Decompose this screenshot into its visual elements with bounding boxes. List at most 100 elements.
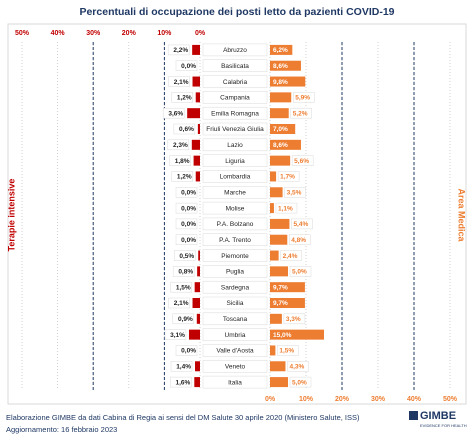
value-label: 1,7% <box>280 174 295 181</box>
category-label: Valle d'Aosta <box>216 348 254 355</box>
bar <box>270 218 290 229</box>
category-label: Molise <box>226 205 245 212</box>
update-note: Aggiornamento: 16 febbraio 2023 <box>6 425 117 434</box>
value-label: 2,1% <box>174 79 189 86</box>
bar <box>195 171 200 182</box>
x-tick-label: 0% <box>265 396 276 403</box>
value-label-box <box>171 171 193 182</box>
category-label: Umbria <box>225 332 246 339</box>
value-label: 9,7% <box>273 300 288 307</box>
bar <box>270 108 289 119</box>
value-label: 5,0% <box>292 269 307 276</box>
value-label-box <box>164 329 187 340</box>
bar <box>196 313 200 324</box>
value-label: 6,2% <box>273 47 288 54</box>
category-label: P.A. Trento <box>219 237 251 244</box>
value-label-box <box>289 376 312 388</box>
left-axis-title: Terapie intensive <box>6 179 16 252</box>
value-label-box <box>292 92 315 103</box>
value-label: 4,8% <box>291 237 306 244</box>
category-box <box>202 106 268 120</box>
category-label: Puglia <box>226 269 244 276</box>
value-label-box <box>170 376 192 388</box>
value-label-box <box>168 76 190 87</box>
category-label: Abruzzo <box>223 47 247 54</box>
value-label-box <box>162 107 185 119</box>
value-label-box <box>173 123 196 135</box>
bar <box>197 266 200 277</box>
value-label: 0,8% <box>178 269 193 276</box>
value-label-box <box>173 250 196 261</box>
bar <box>195 92 200 103</box>
value-label-box <box>175 60 198 71</box>
category-box <box>202 59 268 72</box>
category-box <box>202 154 268 167</box>
value-label: 1,5% <box>176 284 191 291</box>
category-label: Campania <box>220 95 250 102</box>
category-box <box>202 328 268 341</box>
value-label-box <box>287 361 309 372</box>
value-label-box <box>275 202 298 214</box>
bar <box>270 377 288 388</box>
bar <box>270 44 293 55</box>
category-box <box>202 170 268 183</box>
value-label: 4,3% <box>289 363 304 370</box>
value-label: 5,4% <box>293 221 308 228</box>
value-label: 3,5% <box>287 189 302 196</box>
value-label-box <box>167 44 190 56</box>
x-tick-label: 40% <box>407 396 422 403</box>
value-label: 2,4% <box>283 253 298 260</box>
value-label: 0,0% <box>181 63 196 70</box>
value-label: 0,0% <box>181 205 196 212</box>
value-label: 8,6% <box>273 63 288 70</box>
bar <box>270 171 277 182</box>
value-label-box <box>175 187 198 198</box>
value-label: 5,9% <box>295 95 310 102</box>
bar <box>270 234 288 245</box>
bar <box>270 187 283 198</box>
bar <box>192 44 200 55</box>
bar <box>270 124 296 134</box>
value-label: 3,1% <box>170 332 185 339</box>
value-label-box <box>169 155 191 166</box>
value-label-box <box>283 313 306 325</box>
category-label: Marche <box>224 189 246 196</box>
bar <box>192 298 200 308</box>
value-label-box <box>289 266 312 277</box>
value-label: 2,1% <box>174 300 189 307</box>
category-box <box>202 249 268 262</box>
value-label: 2,2% <box>173 47 188 54</box>
value-label-box <box>170 361 193 372</box>
category-box <box>202 91 268 104</box>
bar <box>194 377 200 388</box>
value-label: 1,6% <box>175 379 190 386</box>
value-label: 1,4% <box>176 363 191 370</box>
logo-tagline: EVIDENCE FOR HEALTH <box>420 423 467 428</box>
value-label: 0,0% <box>181 189 196 196</box>
value-label-box <box>171 92 193 103</box>
value-label: 0,9% <box>178 316 193 323</box>
value-label-box <box>289 234 311 245</box>
category-label: Lazio <box>227 142 243 149</box>
value-label: 1,2% <box>177 95 192 102</box>
bar <box>270 139 301 150</box>
category-box <box>202 233 268 246</box>
bar <box>187 108 200 119</box>
bar <box>270 60 301 71</box>
value-label: 2,3% <box>173 142 188 149</box>
category-label: Italia <box>228 379 242 386</box>
bar <box>195 361 200 372</box>
bar <box>270 345 276 356</box>
bar <box>270 203 274 214</box>
value-label-box <box>172 313 195 325</box>
category-label: P.A. Bolzano <box>217 221 254 228</box>
category-box <box>202 344 268 357</box>
value-label: 7,0% <box>273 126 288 133</box>
category-box <box>202 201 268 215</box>
value-label-box <box>291 218 313 230</box>
category-box <box>202 138 268 152</box>
x-tick-label: 50% <box>15 30 30 37</box>
bar <box>270 313 282 324</box>
value-label: 15,0% <box>273 332 292 339</box>
